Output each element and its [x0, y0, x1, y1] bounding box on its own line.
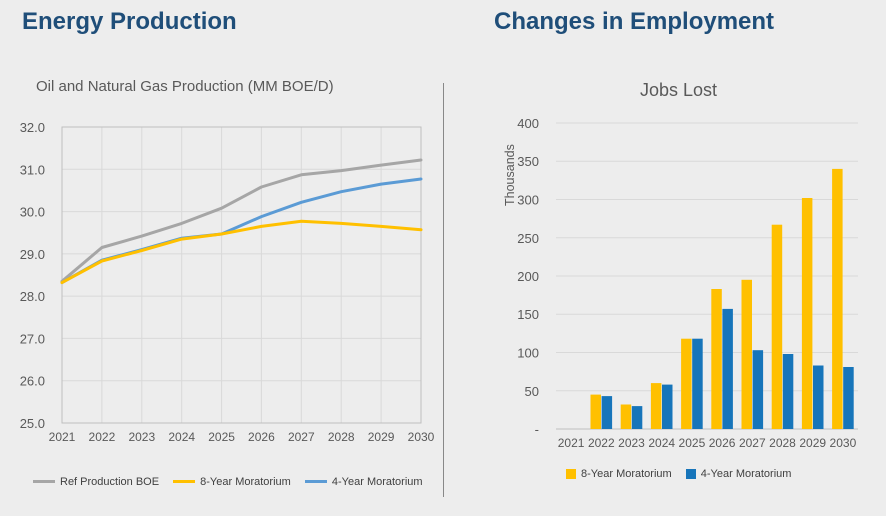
svg-text:2030: 2030 — [408, 430, 435, 444]
svg-text:28.0: 28.0 — [20, 289, 45, 304]
svg-text:2026: 2026 — [709, 436, 736, 450]
svg-text:31.0: 31.0 — [20, 162, 45, 177]
svg-text:2029: 2029 — [799, 436, 826, 450]
svg-text:2023: 2023 — [128, 430, 155, 444]
svg-text:2025: 2025 — [208, 430, 235, 444]
svg-text:29.0: 29.0 — [20, 247, 45, 262]
svg-text:2026: 2026 — [248, 430, 275, 444]
svg-text:2028: 2028 — [328, 430, 355, 444]
svg-text:25.0: 25.0 — [20, 416, 45, 431]
svg-text:2029: 2029 — [368, 430, 395, 444]
svg-text:2024: 2024 — [168, 430, 195, 444]
svg-text:2022: 2022 — [89, 430, 116, 444]
svg-text:2021: 2021 — [49, 430, 76, 444]
svg-text:26.0: 26.0 — [20, 374, 45, 389]
svg-text:2028: 2028 — [769, 436, 796, 450]
svg-text:2021: 2021 — [558, 436, 585, 450]
svg-text:2023: 2023 — [618, 436, 645, 450]
svg-text:200: 200 — [517, 269, 539, 284]
svg-text:50: 50 — [525, 384, 539, 399]
svg-text:2025: 2025 — [679, 436, 706, 450]
svg-text:150: 150 — [517, 307, 539, 322]
svg-text:2022: 2022 — [588, 436, 615, 450]
svg-text:27.0: 27.0 — [20, 331, 45, 346]
svg-text:30.0: 30.0 — [20, 205, 45, 220]
svg-text:250: 250 — [517, 231, 539, 246]
svg-text:-: - — [535, 422, 539, 437]
svg-text:100: 100 — [517, 346, 539, 361]
svg-text:300: 300 — [517, 193, 539, 208]
svg-text:2027: 2027 — [288, 430, 315, 444]
svg-text:2024: 2024 — [648, 436, 675, 450]
svg-text:2030: 2030 — [830, 436, 857, 450]
svg-text:350: 350 — [517, 154, 539, 169]
svg-text:400: 400 — [517, 116, 539, 131]
svg-text:2027: 2027 — [739, 436, 766, 450]
svg-text:32.0: 32.0 — [20, 120, 45, 135]
